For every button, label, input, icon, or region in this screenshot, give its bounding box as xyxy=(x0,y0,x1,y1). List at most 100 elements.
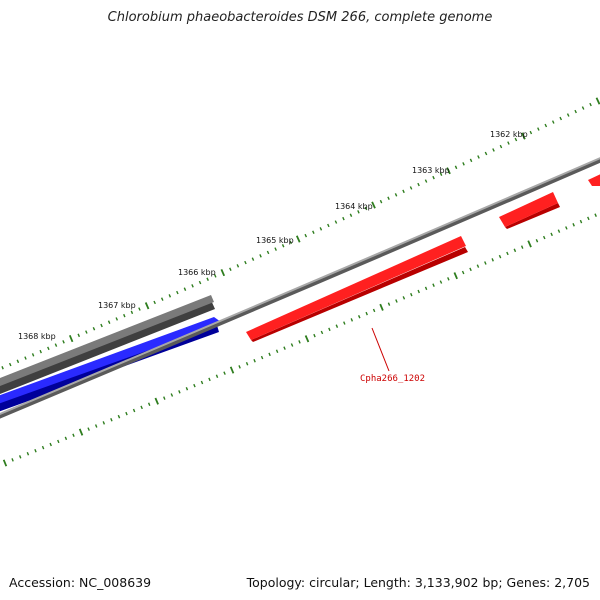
outer-scale-tick xyxy=(537,127,540,131)
map-title: Chlorobium phaeobacteroides DSM 266, com… xyxy=(107,10,493,25)
inner-scale-tick xyxy=(238,365,241,369)
inner-scale-tick xyxy=(11,458,14,462)
outer-scale-tick xyxy=(176,290,179,295)
inner-scale-tick xyxy=(34,448,37,453)
inner-scale-tick xyxy=(372,308,376,313)
outer-scale-tick xyxy=(371,201,376,209)
scale-label-1366: 1366 kbp xyxy=(178,268,216,277)
inner-scale-tick xyxy=(453,272,458,280)
inner-scale-tick xyxy=(283,346,286,350)
outer-scale-tick xyxy=(198,280,202,285)
outer-scale-tick xyxy=(574,109,577,114)
outer-scale-tick xyxy=(439,172,443,176)
inner-scale-tick xyxy=(365,311,368,316)
forward-gene-edge[interactable] xyxy=(588,172,600,186)
outer-scale-tick xyxy=(123,313,126,318)
inner-scale-tick xyxy=(229,366,235,374)
outer-scale-tick xyxy=(402,189,405,194)
outer-scale-tick xyxy=(507,141,510,145)
outer-scale-tick xyxy=(39,349,42,354)
outer-scale-tick xyxy=(446,167,451,175)
inner-scale-tick xyxy=(170,393,174,397)
outer-scale-tick xyxy=(244,260,247,265)
outer-scale-tick xyxy=(432,175,435,180)
outer-scale-tick xyxy=(62,340,65,344)
genome-summary-text: Topology: circular; Length: 3,133,902 bp… xyxy=(246,575,590,590)
outer-scale-tick xyxy=(130,310,134,315)
inner-scale-tick xyxy=(379,303,384,311)
outer-scale-tick xyxy=(77,333,81,338)
inner-scale-tick xyxy=(298,340,301,344)
outer-scale-tick xyxy=(144,302,150,310)
outer-scale-tick xyxy=(492,148,495,152)
inner-scale-tick xyxy=(290,343,294,347)
inner-scale-tick xyxy=(57,439,60,444)
scale-label-1362: 1362 kbp xyxy=(490,130,528,139)
outer-scale-tick xyxy=(349,213,353,217)
inner-scale-tick xyxy=(439,280,443,284)
inner-scale-tick xyxy=(2,459,8,467)
gene-label-cpha266-1202[interactable]: Cpha266_1202 xyxy=(360,374,425,384)
outer-scale-tick xyxy=(153,300,156,305)
inner-scale-tick xyxy=(594,213,597,217)
outer-scale-tick xyxy=(394,193,398,197)
forward-gene-cpha266-1202[interactable] xyxy=(246,236,468,342)
inner-scale-tick xyxy=(154,397,159,405)
inner-scale-tick xyxy=(520,245,524,249)
scale-label-1365: 1365 kbp xyxy=(256,236,294,245)
inner-scale-tick xyxy=(102,421,106,425)
inner-scale-tick xyxy=(527,240,532,248)
inner-scale-tick xyxy=(395,299,398,303)
outer-scale-tick xyxy=(236,264,240,268)
outer-scale-tick xyxy=(334,220,338,224)
inner-scale-tick xyxy=(476,264,480,268)
inner-scale-tick xyxy=(140,405,143,410)
inner-scale-tick xyxy=(208,377,211,382)
outer-scale-tick xyxy=(312,230,315,234)
outer-scale-tick xyxy=(595,97,600,105)
inner-scale-tick xyxy=(18,455,22,459)
outer-scale-tick xyxy=(544,123,548,128)
inner-scale-tick xyxy=(542,235,546,240)
outer-scale-tick xyxy=(304,233,308,238)
outer-scale-tick xyxy=(417,182,420,187)
outer-scale-tick xyxy=(289,240,293,245)
inner-scale-tick xyxy=(357,315,361,319)
outer-scale-tick xyxy=(357,210,360,214)
inner-scale-tick xyxy=(185,387,189,391)
scale-label-1363: 1363 kbp xyxy=(412,166,450,175)
inner-scale-tick xyxy=(313,333,316,338)
outer-scale-tick xyxy=(589,102,592,107)
gray-feature[interactable] xyxy=(0,295,215,396)
outer-scale-tick xyxy=(92,327,96,331)
inner-scale-tick xyxy=(484,261,487,265)
outer-scale-tick xyxy=(266,250,270,255)
inner-scale-tick xyxy=(193,383,196,388)
outer-scale-tick xyxy=(160,297,164,301)
inner-scale-tick xyxy=(424,286,428,291)
inner-scale-tick xyxy=(245,362,249,366)
inner-scale-tick xyxy=(557,229,561,233)
inner-scale-tick xyxy=(110,418,113,422)
inner-scale-tick xyxy=(304,335,310,343)
inner-scale-tick xyxy=(125,411,128,416)
inner-scale-tick xyxy=(350,318,354,322)
outer-scale-tick xyxy=(295,235,301,243)
inner-scale-tick xyxy=(163,396,166,400)
inner-scale-tick xyxy=(132,408,136,413)
inner-scale-tick xyxy=(223,371,226,375)
forward-gene-right[interactable] xyxy=(499,192,560,229)
outer-scale-tick xyxy=(24,356,27,360)
scale-label-1364: 1364 kbp xyxy=(335,202,373,211)
inner-scale-tick xyxy=(26,452,30,456)
outer-scale-tick xyxy=(251,257,255,261)
inner-scale-tick xyxy=(506,251,509,256)
outer-scale-tick xyxy=(183,287,187,291)
inner-scale-tick xyxy=(87,427,90,431)
outer-scale-tick xyxy=(387,196,390,200)
inner-scale-tick xyxy=(402,296,406,300)
outer-scale-tick xyxy=(229,267,232,271)
inner-scale-tick xyxy=(78,428,84,436)
outer-scale-tick xyxy=(115,317,119,321)
outer-scale-tick xyxy=(469,158,473,163)
